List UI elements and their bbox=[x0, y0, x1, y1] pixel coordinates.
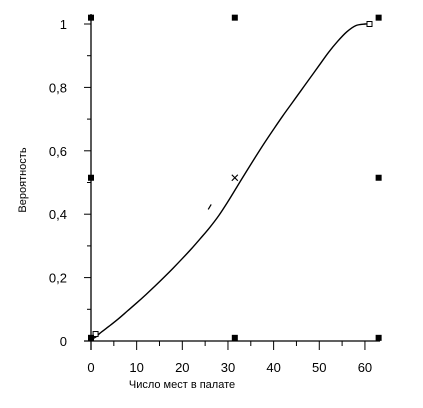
selection-handles[interactable] bbox=[88, 14, 382, 341]
series-line bbox=[90, 23, 370, 341]
x-tick-label: 30 bbox=[221, 360, 235, 375]
selection-handle[interactable] bbox=[375, 174, 382, 181]
y-tick-label: 0,2 bbox=[49, 271, 67, 286]
chart-series bbox=[90, 23, 370, 341]
y-axis-label: Вероятность bbox=[17, 147, 29, 212]
selection-handle[interactable] bbox=[231, 334, 238, 341]
y-axis-ticks: 0 0,2 0,4 0,6 0,8 1 bbox=[49, 17, 91, 349]
x-axis-ticks: 0 10 20 30 40 50 60 bbox=[87, 341, 372, 375]
selection-handle[interactable] bbox=[231, 14, 238, 21]
selection-handle[interactable] bbox=[88, 334, 94, 341]
selection-handle[interactable] bbox=[375, 334, 382, 341]
chart-axes bbox=[84, 14, 380, 350]
x-tick-label: 40 bbox=[266, 360, 280, 375]
selection-handle[interactable] bbox=[375, 14, 382, 21]
y-tick-label: 0,4 bbox=[49, 207, 67, 222]
x-tick-label: 50 bbox=[312, 360, 326, 375]
x-tick-label: 60 bbox=[358, 360, 372, 375]
center-cross-marker[interactable] bbox=[231, 174, 239, 182]
y-tick-label: 1 bbox=[60, 17, 67, 32]
selection-handle[interactable] bbox=[88, 174, 94, 181]
curve-node-marker[interactable] bbox=[92, 331, 99, 338]
curve-node-marker[interactable] bbox=[366, 21, 373, 27]
x-tick-label: 0 bbox=[87, 360, 94, 375]
chart-markers bbox=[92, 21, 373, 338]
y-tick-label: 0,6 bbox=[49, 144, 67, 159]
y-tick-label: 0 bbox=[60, 334, 67, 349]
selection-handle[interactable] bbox=[88, 14, 94, 21]
curve-control-marker[interactable] bbox=[207, 204, 212, 210]
y-tick-label: 0,8 bbox=[49, 80, 67, 95]
x-tick-label: 10 bbox=[129, 360, 143, 375]
x-axis-label: Число мест в палате bbox=[129, 379, 235, 391]
x-tick-label: 20 bbox=[175, 360, 189, 375]
